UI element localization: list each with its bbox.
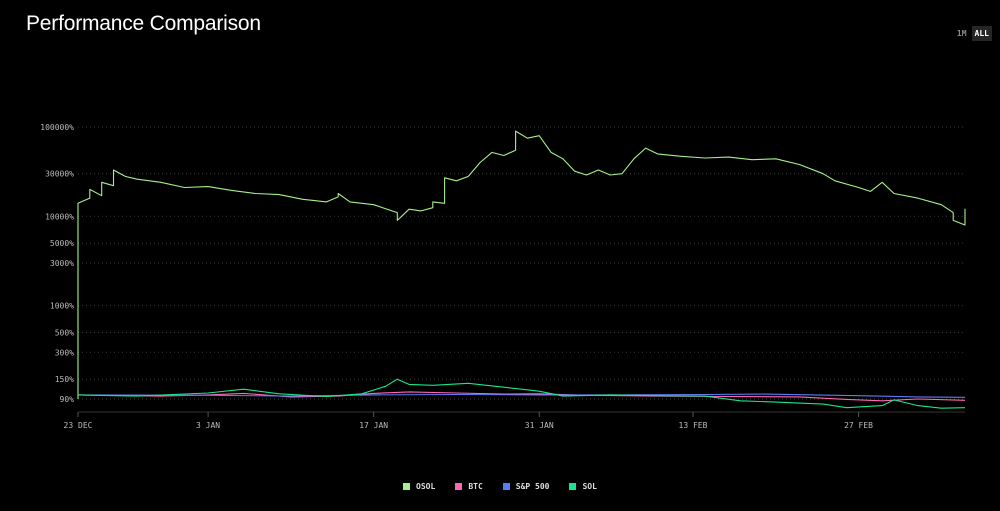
x-tick-label: 17 JAN <box>359 421 388 430</box>
chart-legend: OSOL BTC S&P 500 SOL <box>0 482 1000 491</box>
range-button-all[interactable]: ALL <box>971 26 992 41</box>
legend-swatch <box>403 483 411 490</box>
range-toggle: 1M ALL <box>954 26 992 41</box>
x-axis-ticks: 23 DEC 3 JAN 17 JAN 31 JAN 13 FEB 27 FEB <box>64 412 873 430</box>
legend-swatch <box>569 483 577 490</box>
grid-lines <box>78 126 965 413</box>
legend-swatch <box>455 483 463 490</box>
series-line-s-p-500 <box>77 393 966 398</box>
y-tick-label: 150% <box>55 375 74 384</box>
series-line-sol <box>77 378 966 409</box>
y-tick-label: 500% <box>55 328 74 337</box>
series-line-btc <box>77 391 966 402</box>
legend-item-osol[interactable]: OSOL <box>403 482 435 491</box>
legend-label: OSOL <box>416 482 436 491</box>
x-tick-label: 27 FEB <box>844 421 873 430</box>
x-tick-label: 31 JAN <box>525 421 554 430</box>
series-lines <box>77 130 966 409</box>
legend-item-sol[interactable]: SOL <box>569 482 597 491</box>
y-tick-label: 30000% <box>45 170 74 179</box>
x-tick-label: 13 FEB <box>679 421 708 430</box>
legend-label: SOL <box>582 482 597 491</box>
legend-item-s-p-500[interactable]: S&P 500 <box>502 482 550 491</box>
legend-item-btc[interactable]: BTC <box>455 482 483 491</box>
legend-swatch <box>502 483 510 490</box>
range-button-1m[interactable]: 1M <box>954 26 970 41</box>
y-axis-ticks: 100000% 30000% 10000% 5000% 3000% 1000% 500% 30… <box>40 123 74 404</box>
y-tick-label: 3000% <box>50 259 74 268</box>
y-tick-label: 300% <box>55 348 74 357</box>
y-tick-label: 90% <box>60 395 75 404</box>
legend-label: S&P 500 <box>515 482 550 491</box>
x-tick-label: 23 DEC <box>64 421 93 430</box>
y-tick-label: 100000% <box>40 123 74 132</box>
y-tick-label: 10000% <box>45 212 74 221</box>
series-line-osol <box>77 130 966 399</box>
x-tick-label: 3 JAN <box>196 421 220 430</box>
page-title: Performance Comparison <box>26 12 261 35</box>
y-tick-label: 5000% <box>50 239 74 248</box>
legend-label: BTC <box>468 482 483 491</box>
y-tick-label: 1000% <box>50 302 74 311</box>
